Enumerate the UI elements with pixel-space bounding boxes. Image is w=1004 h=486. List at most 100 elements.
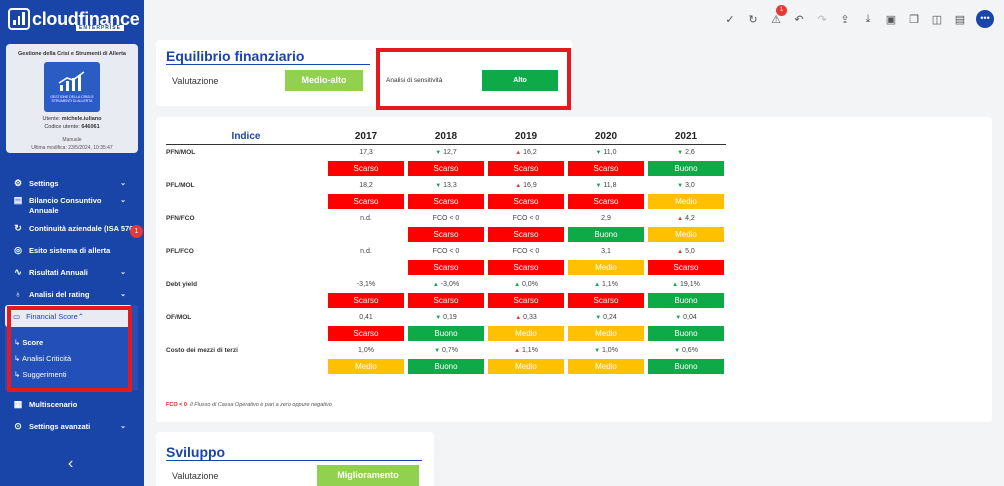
chevron-down-icon: ⌄ <box>120 180 126 187</box>
award-icon: ♁ <box>14 289 22 299</box>
status-badge: Medio <box>648 227 724 242</box>
status-cell: Scarso <box>406 292 486 309</box>
menu-item-financial-score[interactable]: ▭ Financial Score ⌃ <box>5 305 132 327</box>
layout-icon: ▦ <box>13 399 23 409</box>
value-text: 1,1% <box>521 346 538 354</box>
submenu-label: Analisi Criticità <box>21 354 72 363</box>
submenu-analisi-criticita[interactable]: ↳ Analisi Criticità <box>14 354 72 363</box>
submenu-score[interactable]: ↳ Score <box>14 338 44 347</box>
table-row: PFL/MOL 18,2 ▼ 13,3 ▲ 16,9 ▼ 11,8 ▼ 3,0 <box>166 177 726 193</box>
arrow-up-icon: ▲ <box>677 215 684 222</box>
table-footnote: FCO < 0 Il Flusso di Cassa Operativo è p… <box>166 402 332 408</box>
check-icon[interactable]: ✓ <box>725 13 735 26</box>
arrow-down-icon: ▼ <box>434 347 441 354</box>
status-cell: Buono <box>406 325 486 342</box>
index-name: PFL/FCO <box>166 247 194 255</box>
header-year: 2019 <box>486 130 566 145</box>
value-cell: 18,2 <box>326 177 406 193</box>
upload-icon[interactable]: ⇪ <box>840 13 850 26</box>
status-cell: Scarso <box>486 160 566 177</box>
collapse-sidebar-icon[interactable]: ‹ <box>68 455 74 472</box>
monitor-icon: ▭ <box>13 311 21 321</box>
value-text: n.d. <box>360 247 372 255</box>
module-image-text: GESTIONE DELLA CRISI E STRUMENTI DI ALLE… <box>50 95 94 103</box>
menu-item-risultati[interactable]: ∿ Risultati Annuali ⌄ <box>0 268 144 278</box>
value-text: 0,33 <box>523 313 537 321</box>
empty-cell <box>166 259 326 276</box>
table-row: PFL/FCO n.d. FCO < 0 FCO < 0 3,1 ▲ 5,0 <box>166 243 726 259</box>
toggle-icon: ⊙ <box>14 421 22 431</box>
submenu-suggerimenti[interactable]: ↳ Suggerimenti <box>14 370 67 379</box>
value-text: 4,2 <box>685 214 695 222</box>
app-logo[interactable]: cloudfinance <box>8 8 140 30</box>
user-label: Utente: <box>42 116 61 122</box>
arrow-up-icon: ▲ <box>515 149 522 156</box>
value-cell: ▼ 2,6 <box>646 144 726 160</box>
value-cell: ▲ 16,9 <box>486 177 566 193</box>
gear-icon: ⚙ <box>13 178 23 188</box>
value-text: 0,0% <box>521 280 538 288</box>
value-cell: ▼ 0,6% <box>646 342 726 358</box>
value-text: 0,24 <box>603 313 617 321</box>
redo-icon[interactable]: ↷ <box>817 13 827 26</box>
status-badge: Scarso <box>328 326 404 341</box>
menu-item-settings[interactable]: ⚙ Settings ⌄ <box>0 179 144 189</box>
user-line: Utente: michele.iuliano <box>6 116 138 122</box>
menu-item-rating[interactable]: ♁ Analisi del rating ⌄ <box>0 290 144 300</box>
status-cell: Scarso <box>406 259 486 276</box>
highlight-box <box>7 306 132 392</box>
download-icon[interactable]: ⤓ <box>865 12 871 25</box>
table-header-row: Indice 2017 2018 2019 2020 2021 <box>166 130 726 145</box>
logo-subtitle: ENTERPRISE <box>76 25 124 31</box>
index-name: Debt yield <box>166 280 198 288</box>
menu-item-esito[interactable]: ◎ Esito sistema di allerta <box>0 246 144 256</box>
value-text: 1,0% <box>358 346 374 354</box>
sviluppo-valutazione-value: Miglioramento <box>317 465 419 486</box>
empty-cell <box>166 325 326 342</box>
title-underline <box>166 64 370 65</box>
status-badge: Scarso <box>488 227 564 242</box>
value-cell: 2,9 <box>566 210 646 226</box>
value-text: 1,0% <box>601 346 618 354</box>
more-options-icon[interactable]: ••• <box>976 10 994 28</box>
value-text: 17,3 <box>359 148 373 156</box>
status-badge: Scarso <box>568 161 644 176</box>
menu-item-continuita[interactable]: ↻ Continuità aziendale (ISA 570) <box>0 224 144 234</box>
status-badge: Scarso <box>328 194 404 209</box>
value-text: 16,2 <box>523 148 537 156</box>
status-cell: Medio <box>646 193 726 210</box>
undo-icon[interactable]: ↶ <box>794 13 804 26</box>
sviluppo-valutazione-label: Valutazione <box>172 471 219 481</box>
status-cell: Scarso <box>406 226 486 243</box>
value-text: 0,41 <box>359 313 373 321</box>
arrow-down-icon: ▼ <box>435 149 442 156</box>
value-cell: ▲ 4,2 <box>646 210 726 226</box>
arrow-down-icon: ▼ <box>594 347 601 354</box>
value-cell: FCO < 0 <box>406 243 486 259</box>
chevron-down-icon: ⌄ <box>120 291 126 298</box>
value-text: FCO < 0 <box>432 247 460 255</box>
value-cell: n.d. <box>326 243 406 259</box>
save-icon[interactable]: ▣ <box>885 13 897 26</box>
status-cell: Medio <box>486 358 566 375</box>
menu-item-multiscenario[interactable]: ▦ Multiscenario <box>0 400 144 410</box>
refresh-icon[interactable]: ↻ <box>748 13 758 26</box>
value-text: 3,0 <box>685 181 695 189</box>
arrow-up-icon: ▲ <box>515 182 522 189</box>
value-text: 5,0 <box>685 247 695 255</box>
warning-icon[interactable]: ⚠ 1 <box>769 4 787 26</box>
header-year: 2021 <box>646 130 726 145</box>
calendar-icon[interactable]: ▤ <box>954 13 966 26</box>
value-text: 12,7 <box>443 148 457 156</box>
value-cell: ▼ 12,7 <box>406 144 486 160</box>
header-indice: Indice <box>166 130 326 145</box>
footnote-text: Il Flusso di Cassa Operativo è pari a ze… <box>190 402 332 408</box>
copy-icon[interactable]: ❐ <box>909 13 919 26</box>
menu-item-settings-avanzati[interactable]: ⊙ Settings avanzati ⌄ <box>0 422 144 432</box>
value-cell: 17,3 <box>326 144 406 160</box>
columns-icon[interactable]: ◫ <box>931 13 943 26</box>
status-cell: Medio <box>486 325 566 342</box>
value-cell: ▼ 0,04 <box>646 309 726 325</box>
refresh-icon: ↻ <box>14 223 22 233</box>
menu-item-bilancio[interactable]: ▤ Bilancio Consuntivo Annuale ⌄ <box>0 196 144 216</box>
